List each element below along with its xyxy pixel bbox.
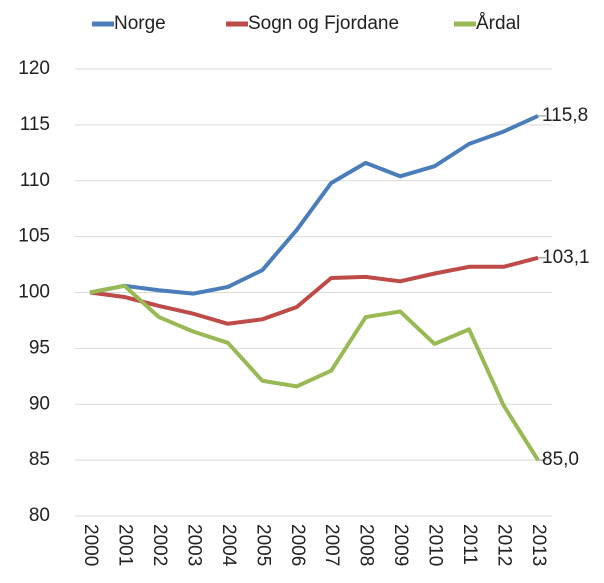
data-label: 85,0 [542, 449, 579, 470]
x-tick-label: 2002 [149, 524, 170, 566]
y-tick-label: 80 [29, 505, 50, 526]
x-tick-label: 2009 [390, 524, 411, 566]
x-tick-label: 2006 [287, 524, 308, 566]
y-tick-label: 100 [18, 282, 50, 303]
series-line [89, 283, 540, 462]
x-tick-label: 2003 [183, 524, 204, 566]
y-tick-label: 90 [29, 393, 50, 414]
x-tick-label: 2008 [356, 524, 377, 566]
y-tick-label: 120 [18, 58, 50, 79]
x-tick-label: 2007 [321, 524, 342, 566]
x-tick-label: 2005 [252, 524, 273, 566]
x-tick-label: 2010 [425, 524, 446, 566]
x-tick-label: 2001 [114, 524, 135, 566]
x-tick-label: 2013 [528, 524, 549, 566]
x-tick-label: 2012 [494, 524, 515, 566]
y-tick-label: 115 [20, 114, 50, 135]
x-tick-label: 2011 [459, 524, 480, 565]
series-line [89, 114, 539, 296]
data-label: 115,8 [542, 105, 588, 126]
x-tick-label: 2000 [80, 524, 101, 566]
series-line [89, 255, 539, 326]
legend-label: Årdal [476, 13, 520, 34]
y-tick-label: 85 [29, 449, 50, 470]
y-tick-label: 110 [20, 170, 50, 191]
y-tick-label: 105 [18, 226, 50, 247]
legend-label: Norge [114, 13, 166, 34]
y-tick-label: 95 [29, 337, 50, 358]
data-label: 103,1 [542, 247, 590, 268]
legend-label: Sogn og Fjordane [248, 13, 399, 34]
x-tick-label: 2004 [218, 524, 239, 567]
